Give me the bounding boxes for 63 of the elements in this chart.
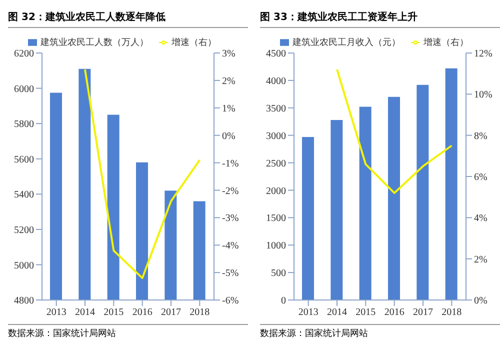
y2-tick-label: 1%: [222, 103, 236, 114]
chart-title: 图 33：建筑业农民工工资逐年上升: [260, 8, 500, 28]
y-tick-label: 4000: [266, 76, 286, 87]
y-tick-label: 3500: [266, 103, 286, 114]
legend-label: 增速（右）: [172, 38, 216, 48]
y-tick-label: 0: [281, 296, 286, 307]
y2-tick-label: 6%: [474, 172, 488, 184]
y-tick-label: 3000: [266, 130, 286, 142]
y-tick-label: 5000: [14, 260, 34, 272]
bar: [388, 96, 400, 300]
legend-label: 建筑业农民工人数（万人）: [40, 38, 148, 48]
x-tick-label: 2015: [356, 307, 376, 318]
y2-tick-label: 0%: [474, 296, 488, 307]
source-note: 数据来源：国家统计局网站: [8, 324, 248, 340]
y-tick-label: 2500: [266, 158, 286, 170]
bar: [416, 84, 429, 300]
x-tick-label: 2013: [298, 307, 318, 318]
legend-label: 建筑业农民工月收入（元）: [292, 38, 400, 48]
y-tick-label: 4800: [14, 296, 34, 307]
y-tick-label: 5800: [14, 119, 34, 130]
line-series: [336, 68, 453, 194]
y-tick-label: 5400: [14, 190, 34, 201]
x-tick-label: 2018: [190, 307, 210, 318]
y2-tick-label: 10%: [474, 90, 492, 101]
x-tick-label: 2017: [413, 307, 433, 318]
y-tick-label: 5200: [14, 224, 34, 236]
y2-tick-label: -6%: [222, 296, 239, 307]
x-tick-label: 2014: [75, 307, 95, 318]
y2-tick-label: 4%: [474, 213, 488, 224]
y-tick-label: 1500: [266, 213, 286, 224]
y-tick-label: 6000: [14, 84, 34, 95]
line-series: [84, 68, 201, 280]
y-tick-label: 4500: [266, 48, 286, 60]
bar: [359, 106, 372, 300]
y2-tick-label: 0%: [222, 130, 236, 142]
y-tick-label: 5600: [14, 154, 34, 166]
legend-label: 增速（右）: [424, 38, 468, 48]
y2-tick-label: 8%: [474, 130, 488, 142]
x-tick-label: 2015: [104, 307, 124, 318]
y-tick-label: 1000: [266, 240, 286, 252]
y2-tick-label: -4%: [222, 240, 239, 252]
x-tick-label: 2016: [384, 307, 404, 318]
y-tick-label: 6200: [14, 48, 34, 60]
bar: [330, 120, 343, 300]
y2-tick-label: 2%: [222, 76, 236, 87]
y-tick-label: 2000: [266, 186, 286, 197]
y2-tick-label: 12%: [474, 48, 492, 60]
x-tick-label: 2014: [327, 307, 347, 318]
x-tick-label: 2013: [46, 307, 66, 318]
y2-tick-label: 3%: [222, 48, 236, 60]
bar: [445, 68, 458, 300]
y2-tick-label: 2%: [474, 254, 488, 266]
bar: [302, 136, 314, 300]
x-tick-label: 2016: [132, 307, 152, 318]
y2-tick-label: -2%: [222, 186, 239, 197]
y2-tick-label: -3%: [222, 213, 239, 224]
source-note: 数据来源：国家统计局网站: [260, 324, 500, 340]
x-tick-label: 2018: [442, 307, 462, 318]
x-tick-label: 2017: [161, 307, 181, 318]
chart-title: 图 32：建筑业农民工人数逐年降低: [8, 8, 248, 28]
y2-tick-label: -5%: [222, 268, 239, 280]
y-tick-label: 500: [271, 268, 286, 280]
y2-tick-label: -1%: [222, 158, 239, 170]
